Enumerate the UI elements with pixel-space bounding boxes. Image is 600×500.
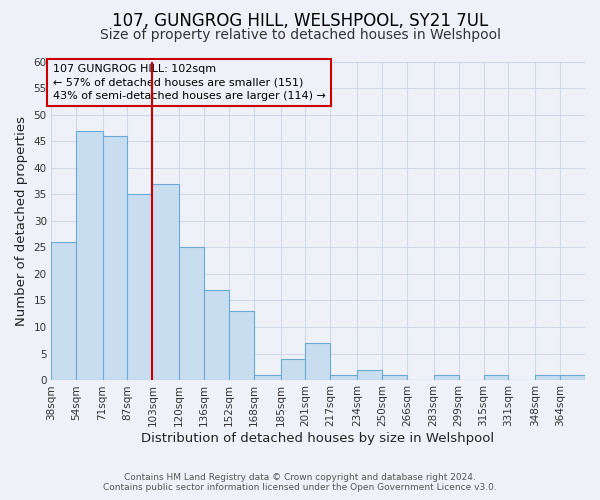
- Bar: [434, 375, 458, 380]
- Text: 107, GUNGROG HILL, WELSHPOOL, SY21 7UL: 107, GUNGROG HILL, WELSHPOOL, SY21 7UL: [112, 12, 488, 30]
- Text: Size of property relative to detached houses in Welshpool: Size of property relative to detached ho…: [100, 28, 500, 42]
- Bar: [331, 375, 357, 380]
- Bar: [305, 343, 331, 380]
- Bar: [382, 375, 407, 380]
- Bar: [560, 375, 585, 380]
- Bar: [76, 130, 103, 380]
- Bar: [484, 375, 508, 380]
- Bar: [127, 194, 152, 380]
- Text: 107 GUNGROG HILL: 102sqm
← 57% of detached houses are smaller (151)
43% of semi-: 107 GUNGROG HILL: 102sqm ← 57% of detach…: [53, 64, 325, 100]
- Bar: [152, 184, 179, 380]
- X-axis label: Distribution of detached houses by size in Welshpool: Distribution of detached houses by size …: [142, 432, 494, 445]
- Bar: [357, 370, 382, 380]
- Bar: [51, 242, 76, 380]
- Bar: [535, 375, 560, 380]
- Bar: [229, 311, 254, 380]
- Bar: [103, 136, 127, 380]
- Text: Contains HM Land Registry data © Crown copyright and database right 2024.
Contai: Contains HM Land Registry data © Crown c…: [103, 473, 497, 492]
- Bar: [254, 375, 281, 380]
- Bar: [281, 359, 305, 380]
- Bar: [179, 248, 204, 380]
- Y-axis label: Number of detached properties: Number of detached properties: [15, 116, 28, 326]
- Bar: [204, 290, 229, 380]
